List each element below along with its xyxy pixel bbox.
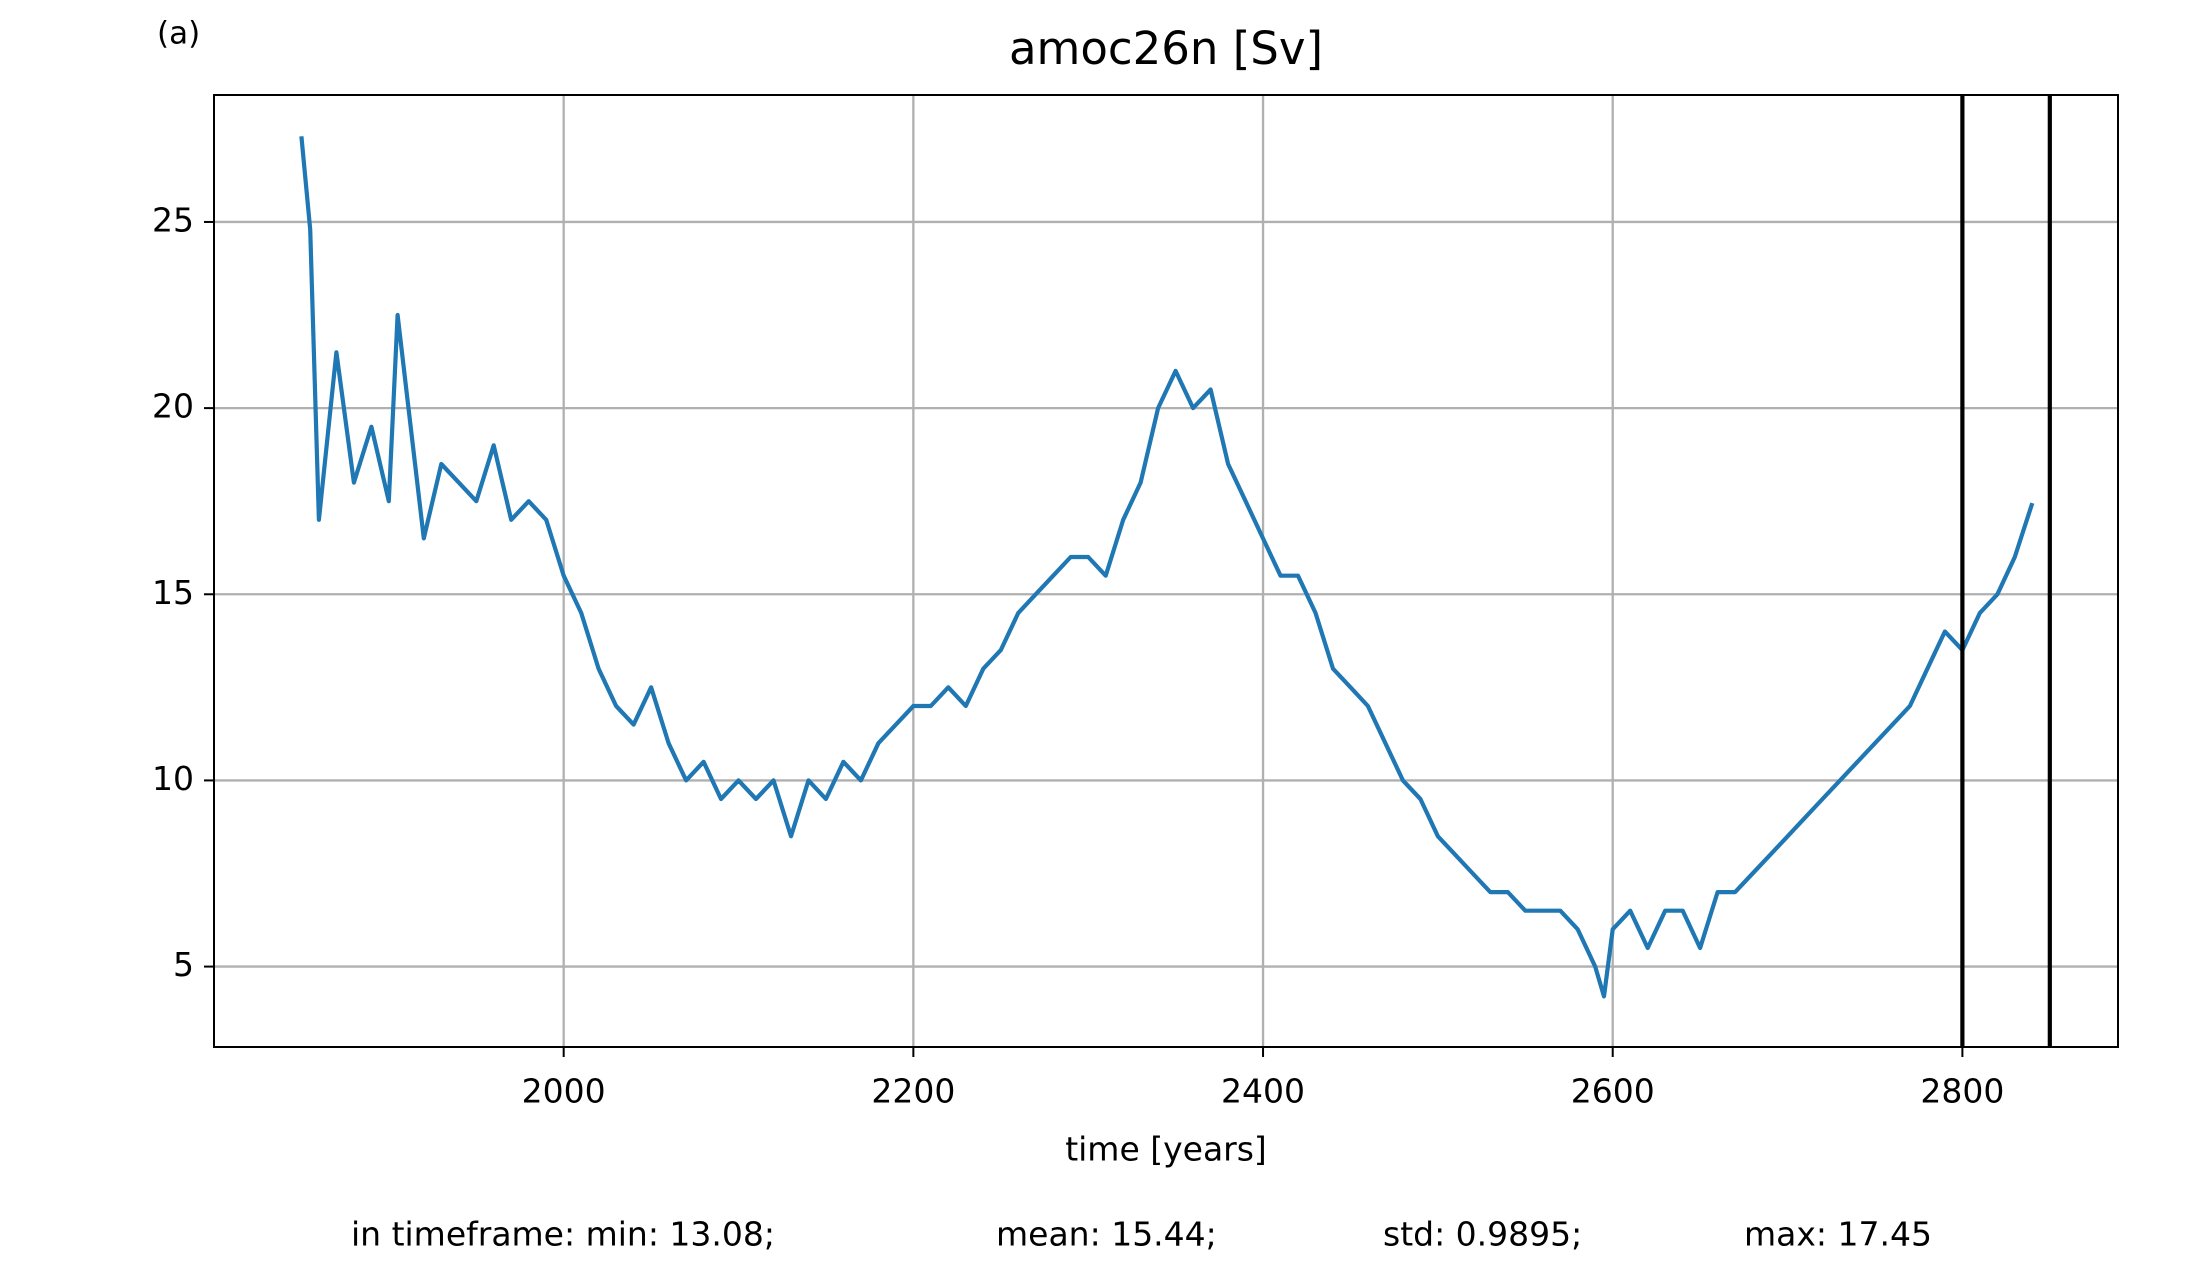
y-tick-label: 25 [152,200,194,239]
y-tick-label: 15 [152,573,194,612]
x-axis-label: time [years] [1065,1130,1267,1169]
plot-frame [213,94,2119,1048]
footer-stat: in timeframe: min: 13.08; [351,1215,775,1254]
y-tick-label: 5 [173,945,194,984]
panel-label: (a) [157,16,200,52]
x-tick-label: 2600 [1571,1072,1655,1111]
chart-title: amoc26n [Sv] [1009,22,1323,75]
x-tick-label: 2000 [522,1072,606,1111]
y-tick-label: 20 [152,387,194,426]
footer-stat: max: 17.45 [1744,1215,1932,1254]
x-tick-label: 2200 [871,1072,955,1111]
footer-stat: std: 0.9895; [1383,1215,1582,1254]
y-tick-label: 10 [152,759,194,798]
footer-stat: mean: 15.44; [996,1215,1217,1254]
x-tick-label: 2400 [1221,1072,1305,1111]
x-tick-label: 2800 [1920,1072,2004,1111]
data-line [299,136,2035,999]
